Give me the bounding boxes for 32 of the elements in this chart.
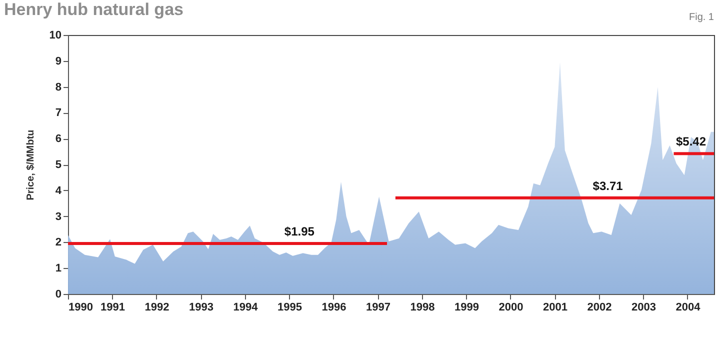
x-tick-label: 1997 xyxy=(366,302,390,314)
y-tick-label: 10 xyxy=(49,30,62,42)
y-tick-label: 4 xyxy=(55,184,62,197)
chart-title: Henry hub natural gas xyxy=(4,0,184,19)
y-tick-label: 3 xyxy=(55,210,62,223)
x-tick-label: 1993 xyxy=(189,302,214,314)
y-axis-title: Price, $/MMbtu xyxy=(25,130,36,200)
x-tick-label: 1996 xyxy=(322,302,346,314)
x-tick-label: 1990 xyxy=(68,302,93,314)
x-tick-label: 1995 xyxy=(277,302,302,314)
y-tick-label: 5 xyxy=(55,159,62,171)
x-tick-label: 2003 xyxy=(631,302,656,314)
y-tick-label: 6 xyxy=(55,133,62,146)
y-tick-label: 0 xyxy=(55,288,62,300)
x-tick-label: 1999 xyxy=(454,302,479,314)
annotation: $1.95 xyxy=(284,224,315,238)
caption: Fig. 1 xyxy=(688,12,714,23)
y-tick-label: 1 xyxy=(55,262,62,275)
y-tick-label: 2 xyxy=(55,236,62,249)
x-tick-label: 1992 xyxy=(144,302,170,314)
x-tick-label: 1998 xyxy=(410,302,435,314)
y-tick-label: 7 xyxy=(55,107,62,120)
x-tick-label: 2000 xyxy=(498,302,524,314)
x-tick-label: 2004 xyxy=(676,302,702,314)
annotation: $5.42 xyxy=(676,134,706,149)
annotation: $3.71 xyxy=(592,178,624,193)
y-tick-label: 9 xyxy=(55,55,62,68)
y-tick-label: 8 xyxy=(55,81,62,94)
x-tick-label: 2001 xyxy=(542,302,568,314)
x-tick-label: 2002 xyxy=(587,302,612,314)
x-tick-label: 1994 xyxy=(233,302,259,314)
x-tick-label: 1991 xyxy=(100,302,125,314)
